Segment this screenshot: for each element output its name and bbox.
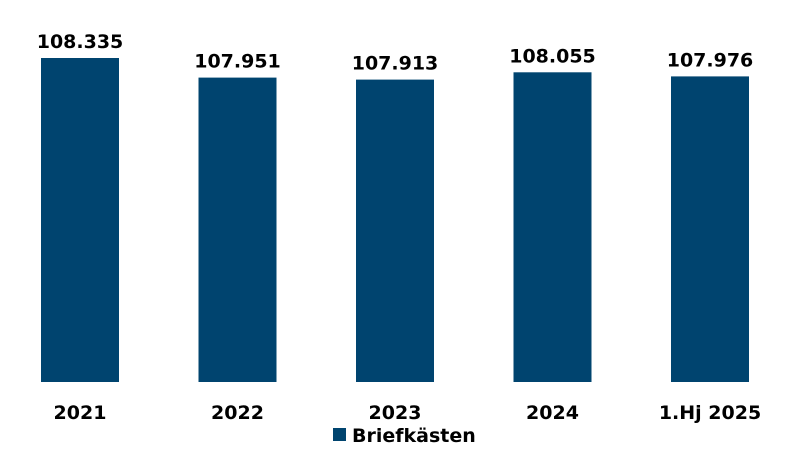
bar-0 xyxy=(41,58,119,382)
value-label-4: 107.976 xyxy=(667,49,754,71)
bars-group xyxy=(41,58,749,383)
value-label-1: 107.951 xyxy=(194,51,281,73)
category-label-0: 2021 xyxy=(54,402,107,424)
bar-2 xyxy=(356,79,434,382)
legend-label: Briefkästen xyxy=(352,425,476,447)
value-label-2: 107.913 xyxy=(352,53,439,75)
category-label-4: 1.Hj 2025 xyxy=(659,402,761,424)
value-label-3: 108.055 xyxy=(509,45,596,67)
legend-swatch xyxy=(333,428,346,441)
category-labels-group: 2021 2022 2023 2024 1.Hj 2025 xyxy=(54,402,762,424)
category-label-3: 2024 xyxy=(526,402,579,424)
bar-3 xyxy=(513,72,592,383)
legend: Briefkästen xyxy=(333,425,476,447)
bar-4 xyxy=(671,76,749,383)
category-label-1: 2022 xyxy=(211,402,264,424)
value-label-0: 108.335 xyxy=(37,31,124,53)
bar-1 xyxy=(198,77,277,382)
category-label-2: 2023 xyxy=(369,402,422,424)
value-labels-group: 108.335 107.951 107.913 108.055 107.976 xyxy=(37,31,754,75)
